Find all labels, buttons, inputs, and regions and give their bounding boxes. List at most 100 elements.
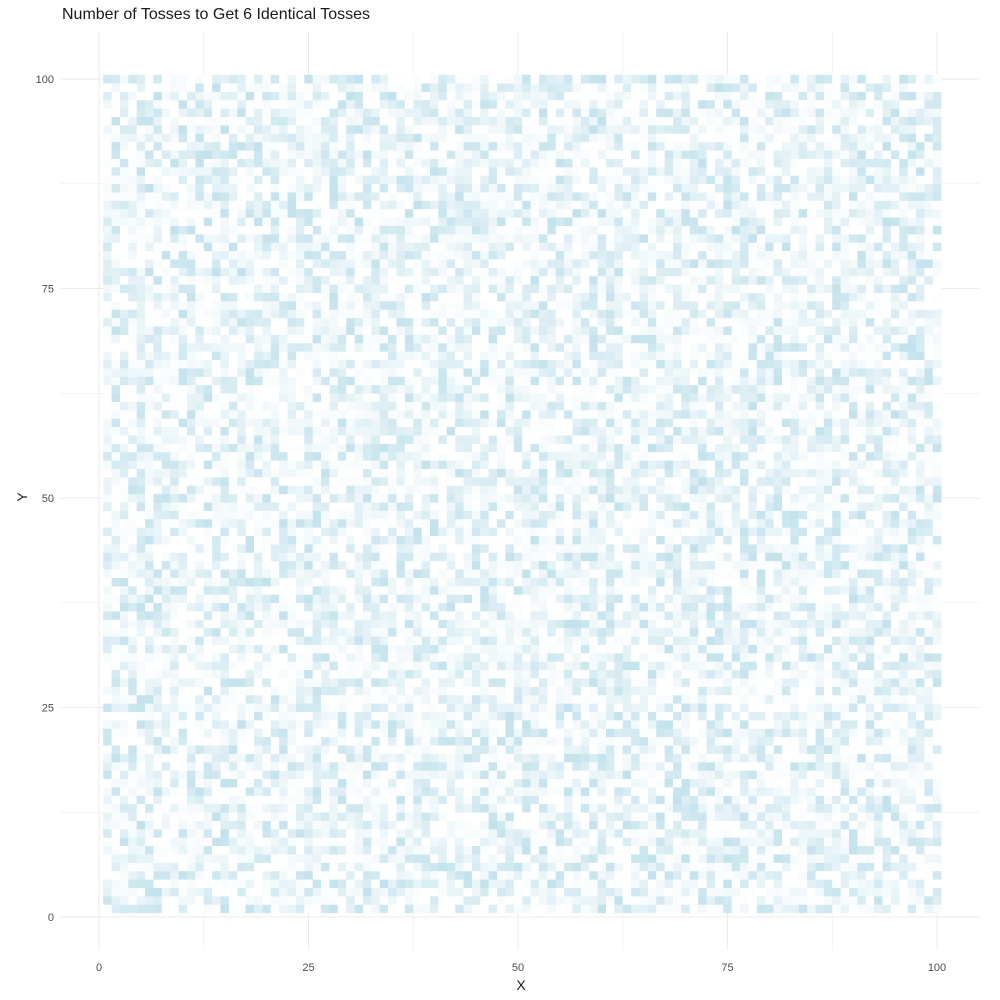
heatmap-cell	[790, 711, 800, 721]
heatmap-cell	[321, 678, 330, 687]
heatmap-cell	[807, 653, 816, 662]
heatmap-cell	[890, 527, 900, 537]
heatmap-cell	[698, 560, 707, 570]
heatmap-cell	[388, 803, 397, 813]
heatmap-cell	[480, 686, 489, 696]
heatmap-cell	[874, 829, 883, 838]
heatmap-cell	[346, 527, 355, 537]
heatmap-cell	[203, 602, 213, 612]
heatmap-cell	[161, 795, 171, 805]
heatmap-cell	[312, 585, 322, 595]
heatmap-cell	[874, 745, 883, 754]
heatmap-cell	[773, 669, 783, 679]
heatmap-cell	[740, 644, 749, 654]
heatmap-cell	[488, 703, 498, 712]
heatmap-cell	[572, 896, 582, 905]
heatmap-cell	[471, 845, 481, 855]
heatmap-cell	[354, 502, 364, 511]
heatmap-cell	[287, 887, 297, 897]
heatmap-cell	[488, 795, 498, 805]
heatmap-cell	[882, 854, 892, 863]
heatmap-cell	[807, 820, 816, 830]
heatmap-cell	[924, 753, 934, 763]
heatmap-cell	[404, 636, 414, 645]
heatmap-cell	[446, 887, 456, 897]
heatmap-cell	[597, 669, 607, 679]
heatmap-cell	[295, 552, 305, 562]
heatmap-cell	[807, 803, 816, 813]
heatmap-cell	[128, 728, 138, 738]
heatmap-cell	[823, 879, 833, 888]
heatmap-cell	[346, 770, 355, 780]
heatmap-cell	[480, 887, 489, 897]
heatmap-cell	[890, 837, 900, 847]
heatmap-cell	[270, 644, 280, 654]
heatmap-cell	[128, 669, 138, 679]
heatmap-cell	[455, 569, 464, 578]
heatmap-cell	[212, 669, 221, 679]
heatmap-cell	[287, 527, 297, 537]
heatmap-cell	[899, 745, 908, 754]
heatmap-cell	[882, 753, 892, 763]
heatmap-cell	[924, 711, 934, 721]
heatmap-cell	[756, 745, 766, 754]
heatmap-cell	[580, 510, 590, 520]
heatmap-cell	[681, 527, 691, 537]
heatmap-cell	[874, 761, 883, 771]
heatmap-cell	[455, 778, 464, 788]
heatmap-cell	[781, 569, 791, 578]
heatmap-cell	[698, 761, 707, 771]
heatmap-cell	[765, 904, 774, 914]
heatmap-cell	[354, 493, 364, 503]
heatmap-cell	[723, 619, 732, 629]
heatmap-cell	[681, 711, 691, 721]
heatmap-cell	[371, 518, 381, 528]
heatmap-cell	[857, 720, 867, 729]
heatmap-cell	[103, 770, 112, 780]
heatmap-cell	[480, 812, 489, 821]
heatmap-cell	[932, 736, 942, 746]
heatmap-cell	[237, 896, 246, 905]
heatmap-cell	[220, 778, 230, 788]
heatmap-cell	[128, 720, 138, 729]
heatmap-cell	[287, 669, 297, 679]
heatmap-cell	[471, 544, 481, 553]
heatmap-cell	[295, 653, 305, 662]
heatmap-cell	[153, 803, 163, 813]
heatmap-cell	[136, 636, 146, 645]
heatmap-cell	[698, 644, 707, 654]
heatmap-cell	[748, 694, 758, 704]
heatmap-cell	[471, 870, 481, 880]
heatmap-cell	[656, 854, 665, 863]
heatmap-cell	[538, 502, 548, 511]
heatmap-cell	[614, 862, 624, 872]
heatmap-cell	[362, 619, 372, 629]
heatmap-cell	[874, 845, 883, 855]
heatmap-cell	[706, 829, 716, 838]
heatmap-cell	[128, 577, 138, 587]
heatmap-cell	[899, 887, 908, 897]
heatmap-cell	[874, 728, 883, 738]
heatmap-cell	[673, 636, 682, 645]
heatmap-cell	[455, 879, 464, 888]
heatmap-cell	[312, 703, 322, 712]
heatmap-cell	[689, 619, 699, 629]
heatmap-cell	[119, 736, 129, 746]
heatmap-cell	[547, 854, 557, 863]
heatmap-cell	[220, 728, 230, 738]
heatmap-cell	[924, 535, 934, 545]
heatmap-cell	[488, 619, 498, 629]
heatmap-cell	[681, 812, 691, 821]
heatmap-cell	[714, 862, 724, 872]
heatmap-cell	[589, 879, 598, 888]
heatmap-cell	[639, 636, 649, 645]
heatmap-cell	[689, 812, 699, 821]
heatmap-cell	[480, 577, 489, 587]
heatmap-cell	[681, 829, 691, 838]
heatmap-cell	[488, 686, 498, 696]
heatmap-cell	[840, 711, 850, 721]
heatmap-cell	[220, 736, 230, 746]
heatmap-cell	[731, 904, 741, 914]
heatmap-cell	[748, 904, 758, 914]
heatmap-cell	[304, 845, 313, 855]
